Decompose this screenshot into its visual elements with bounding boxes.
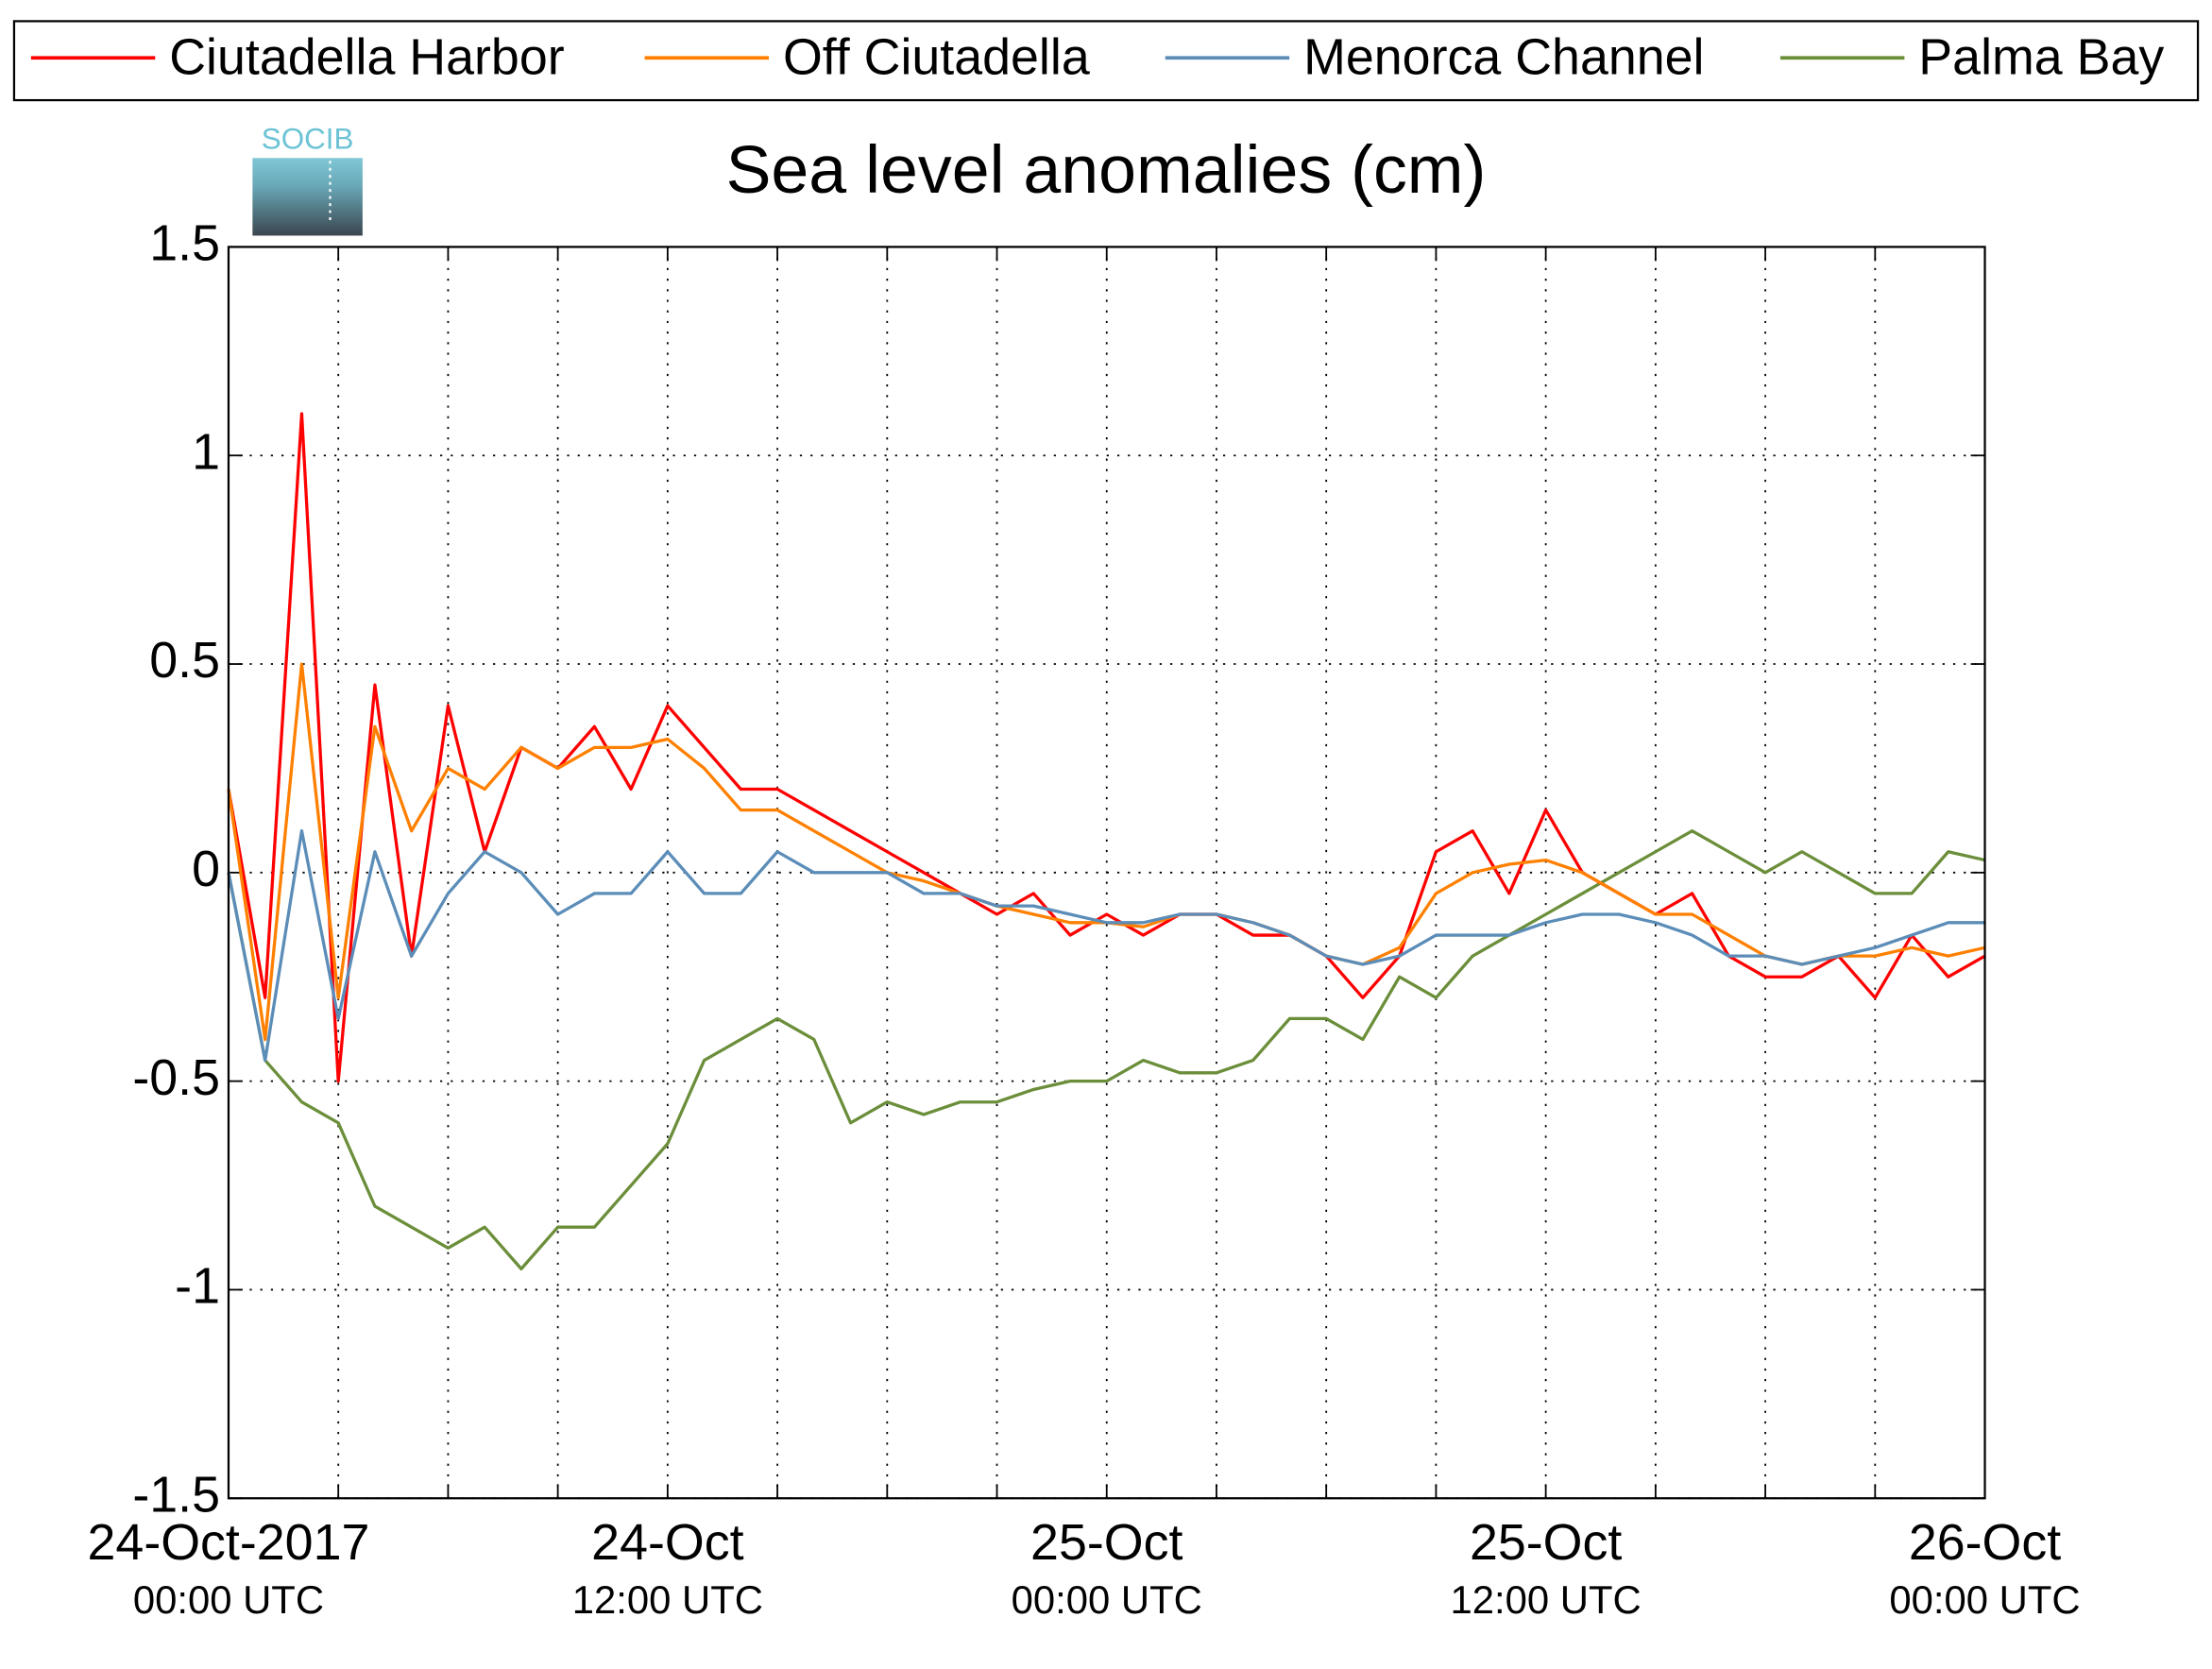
y-tick-label: 1.5 xyxy=(149,215,220,272)
x-tick-sublabel: 12:00 UTC xyxy=(572,1577,763,1622)
y-tick-label: 1 xyxy=(192,423,220,480)
legend-label: Off Ciutadella xyxy=(783,28,1090,85)
logo-text: SOCIB xyxy=(262,123,354,156)
plot-frame xyxy=(227,246,1986,1500)
x-tick-sublabel: 00:00 UTC xyxy=(133,1577,324,1622)
logo-image xyxy=(252,158,363,236)
x-tick-label: 24-Oct xyxy=(591,1514,743,1571)
legend-label: Ciutadella Harbor xyxy=(169,28,564,85)
x-tick-label: 25-Oct xyxy=(1030,1514,1183,1571)
x-tick-sublabel: 00:00 UTC xyxy=(1889,1577,2080,1622)
x-tick-sublabel: 12:00 UTC xyxy=(1451,1577,1642,1622)
series-line xyxy=(227,829,1985,1063)
x-tick-label: 24-Oct-2017 xyxy=(88,1514,370,1571)
x-tick-label: 25-Oct xyxy=(1470,1514,1622,1571)
x-tick-sublabel: 00:00 UTC xyxy=(1012,1577,1202,1622)
y-tick-label: 0.5 xyxy=(149,632,220,689)
legend-box xyxy=(12,20,2200,102)
y-tick-label: -1 xyxy=(175,1258,220,1315)
legend-label: Menorca Channel xyxy=(1303,28,1704,85)
series-line xyxy=(227,412,1986,1083)
y-tick-label: -0.5 xyxy=(132,1049,220,1106)
legend-label: Palma Bay xyxy=(1918,28,2164,85)
y-tick-label: -1.5 xyxy=(132,1466,220,1523)
series-line xyxy=(227,829,1985,1270)
x-tick-label: 26-Oct xyxy=(1909,1514,2061,1571)
chart-title: Sea level anomalies (cm) xyxy=(726,132,1487,208)
y-tick-label: 0 xyxy=(192,841,220,897)
logo: SOCIB xyxy=(252,123,363,236)
